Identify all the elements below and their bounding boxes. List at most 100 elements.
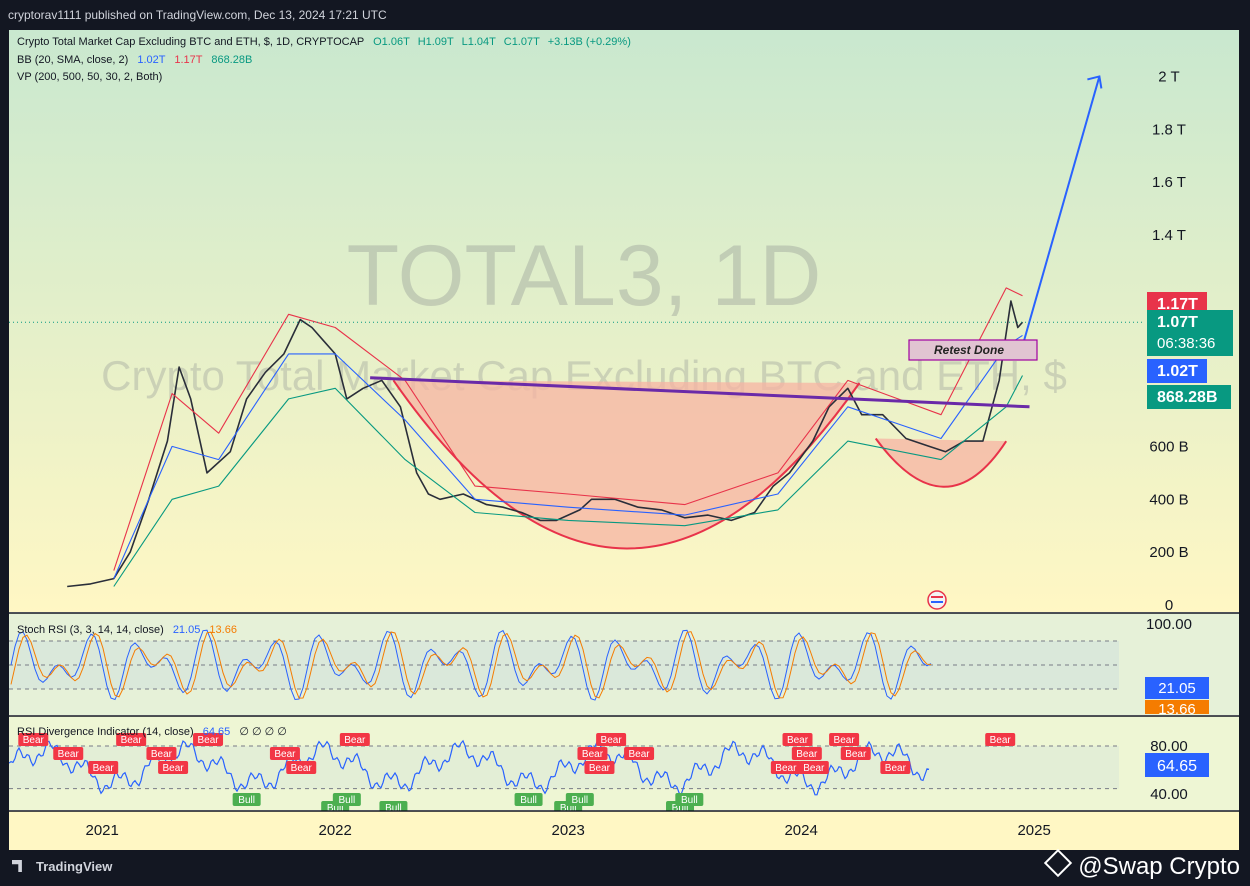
rsi-axis-80: 80.00: [1150, 738, 1188, 755]
watermark-ticker: TOTAL3, 1D: [347, 228, 822, 324]
legend-bb-line: BB (20, SMA, close, 2) 1.02T 1.17T 868.2…: [17, 54, 252, 66]
main-pane[interactable]: TOTAL3, 1D Crypto Total Market Cap Exclu…: [9, 30, 1239, 614]
breakout-arrow: [1021, 76, 1101, 347]
stoch-d-line: [10, 631, 932, 699]
rsi-band: [9, 746, 1119, 789]
chart-canvas[interactable]: TOTAL3, 1D Crypto Total Market Cap Exclu…: [9, 30, 1239, 850]
bear-marker: [18, 733, 49, 746]
time-axis[interactable]: 2021 2022 2023 2024 2025: [9, 810, 1239, 850]
bear-marker: [146, 747, 177, 760]
bear-marker-label: Bear: [803, 763, 825, 774]
lower-band-tag-text: 868.28B: [1157, 389, 1218, 406]
stoch-legend: Stoch RSI (3, 3, 14, 14, close) 21.05 13…: [17, 624, 237, 636]
bull-marker-label: Bull: [681, 795, 698, 806]
legend-symbol-line: Crypto Total Market Cap Excluding BTC an…: [17, 36, 631, 48]
bull-marker-label: Bull: [385, 803, 402, 814]
stoch-d-last: 13.66: [1158, 701, 1196, 718]
tradingview-logo[interactable]: TradingView: [12, 859, 112, 874]
price-tick: 2 T: [1158, 68, 1179, 85]
bull-marker-label: Bull: [560, 803, 577, 814]
stoch-plot: [9, 629, 1119, 701]
bear-marker-label: Bear: [775, 763, 797, 774]
bear-marker: [88, 761, 119, 774]
price-tick: 1.4 T: [1152, 227, 1186, 244]
bear-marker-label: Bear: [197, 735, 219, 746]
swap-diamond-icon: [1044, 848, 1073, 878]
bear-marker-label: Bear: [787, 735, 809, 746]
rsi-last: 64.65: [1157, 758, 1197, 775]
stoch-pane-background: [9, 613, 1239, 715]
bear-marker: [840, 747, 871, 760]
bear-marker: [193, 733, 224, 746]
last-price-tag-text: 1.07T: [1157, 314, 1198, 331]
bull-marker-label: Bull: [520, 795, 537, 806]
x-tick-2025: 2025: [1017, 822, 1050, 839]
retest-box[interactable]: [908, 339, 1038, 361]
stoch-axis-top: 100.00: [1146, 616, 1192, 633]
footer-bar: TradingView @Swap Crypto: [0, 848, 1250, 886]
bear-marker: [782, 733, 813, 746]
neckline: [370, 376, 1030, 409]
series-bb-basis: [113, 334, 1023, 579]
bear-marker-label: Bear: [274, 749, 296, 760]
bull-marker: [514, 793, 543, 806]
price-tick: 200 B: [1149, 544, 1188, 561]
basis-tag-text: 1.02T: [1157, 363, 1198, 380]
bull-marker: [332, 793, 361, 806]
bear-marker: [584, 761, 615, 774]
bull-marker: [565, 793, 594, 806]
bear-marker-label: Bear: [629, 749, 651, 760]
bear-marker: [53, 747, 84, 760]
bear-marker-label: Bear: [23, 735, 45, 746]
bull-marker-label: Bull: [238, 795, 255, 806]
bear-marker: [829, 733, 860, 746]
bear-marker: [269, 747, 300, 760]
bear-marker: [624, 747, 655, 760]
bear-marker: [985, 733, 1016, 746]
stoch-k-last: 21.05: [1158, 680, 1196, 697]
bear-marker: [596, 733, 627, 746]
credit-text: @Swap Crypto: [1078, 853, 1240, 880]
bear-marker-label: Bear: [93, 763, 115, 774]
flag-icon: [927, 590, 947, 610]
bull-marker-label: Bull: [338, 795, 355, 806]
arrow-head-icon: [1087, 75, 1103, 89]
bear-marker: [116, 733, 147, 746]
series-bb-upper: [113, 287, 1023, 571]
stoch-pane[interactable]: Stoch RSI (3, 3, 14, 14, close) 21.05 13…: [9, 612, 1239, 718]
bear-marker-label: Bear: [121, 735, 143, 746]
credit-watermark: @Swap Crypto: [1044, 848, 1240, 881]
basis-tag: [1147, 359, 1207, 383]
bear-marker-label: Bear: [589, 763, 611, 774]
series-bb-lower: [113, 375, 1023, 587]
publish-line: cryptorav1111 published on TradingView.c…: [8, 8, 387, 22]
x-tick-2023: 2023: [551, 822, 584, 839]
bear-marker: [880, 761, 911, 774]
bull-marker: [675, 793, 704, 806]
bear-marker: [577, 747, 608, 760]
lower-band-tag: [1147, 385, 1231, 409]
bear-marker-label: Bear: [834, 735, 856, 746]
bear-marker-label: Bear: [845, 749, 867, 760]
bull-marker: [232, 793, 261, 806]
stoch-k-price-tag: [1145, 677, 1209, 699]
x-tick-2021: 2021: [86, 822, 119, 839]
rsi-pane[interactable]: Bear Bear Bear Bear Bear Bear Bear Bear Bear Bear…: [9, 715, 1239, 814]
bull-marker-label: Bull: [672, 803, 689, 814]
bear-marker: [798, 761, 829, 774]
rsi-price-tag: [1145, 753, 1209, 777]
bear-marker-label: Bear: [582, 749, 604, 760]
bear-marker: [158, 761, 189, 774]
bear-marker-label: Bear: [151, 749, 173, 760]
x-tick-2022: 2022: [318, 822, 351, 839]
retest-label: Retest Done: [934, 343, 1004, 357]
legend-vp-line: VP (200, 500, 50, 30, 2, Both): [17, 71, 162, 83]
bear-marker-label: Bear: [291, 763, 313, 774]
legend: Crypto Total Market Cap Excluding BTC an…: [17, 36, 631, 83]
bear-marker-label: Bear: [58, 749, 80, 760]
bear-marker: [339, 733, 370, 746]
bear-marker-label: Bear: [990, 735, 1012, 746]
bear-marker: [791, 747, 822, 760]
price-tick: 1.6 T: [1152, 174, 1186, 191]
